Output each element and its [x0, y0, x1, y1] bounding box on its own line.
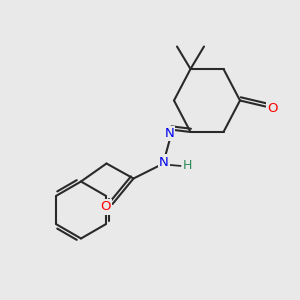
Text: N: N: [159, 155, 169, 169]
Text: N: N: [164, 127, 174, 140]
Text: O: O: [267, 101, 278, 115]
Text: O: O: [101, 200, 111, 214]
Text: H: H: [183, 159, 192, 172]
